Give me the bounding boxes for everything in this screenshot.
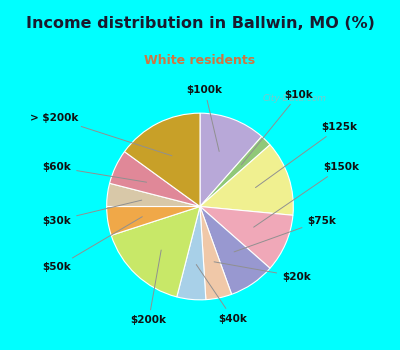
Text: $50k: $50k [42, 217, 142, 272]
Text: $20k: $20k [214, 262, 311, 281]
Text: $30k: $30k [42, 200, 142, 225]
Text: White residents: White residents [144, 54, 256, 66]
Wedge shape [200, 136, 270, 206]
Wedge shape [177, 206, 206, 300]
Text: $75k: $75k [234, 216, 336, 252]
Text: > $200k: > $200k [30, 113, 172, 156]
Wedge shape [200, 206, 232, 300]
Text: $150k: $150k [254, 162, 359, 227]
Wedge shape [111, 206, 200, 297]
Text: $10k: $10k [241, 90, 313, 165]
Wedge shape [107, 183, 200, 206]
Wedge shape [107, 206, 200, 235]
Text: Income distribution in Ballwin, MO (%): Income distribution in Ballwin, MO (%) [26, 16, 374, 30]
Text: $60k: $60k [42, 162, 146, 182]
Wedge shape [110, 152, 200, 206]
Wedge shape [200, 206, 293, 268]
Wedge shape [200, 145, 293, 215]
Wedge shape [200, 206, 270, 294]
Text: City-Data.com: City-Data.com [263, 94, 327, 103]
Wedge shape [124, 113, 200, 206]
Text: $125k: $125k [256, 122, 357, 188]
Text: $40k: $40k [196, 265, 247, 323]
Text: $100k: $100k [187, 85, 223, 152]
Text: $200k: $200k [131, 250, 167, 326]
Wedge shape [200, 113, 262, 206]
